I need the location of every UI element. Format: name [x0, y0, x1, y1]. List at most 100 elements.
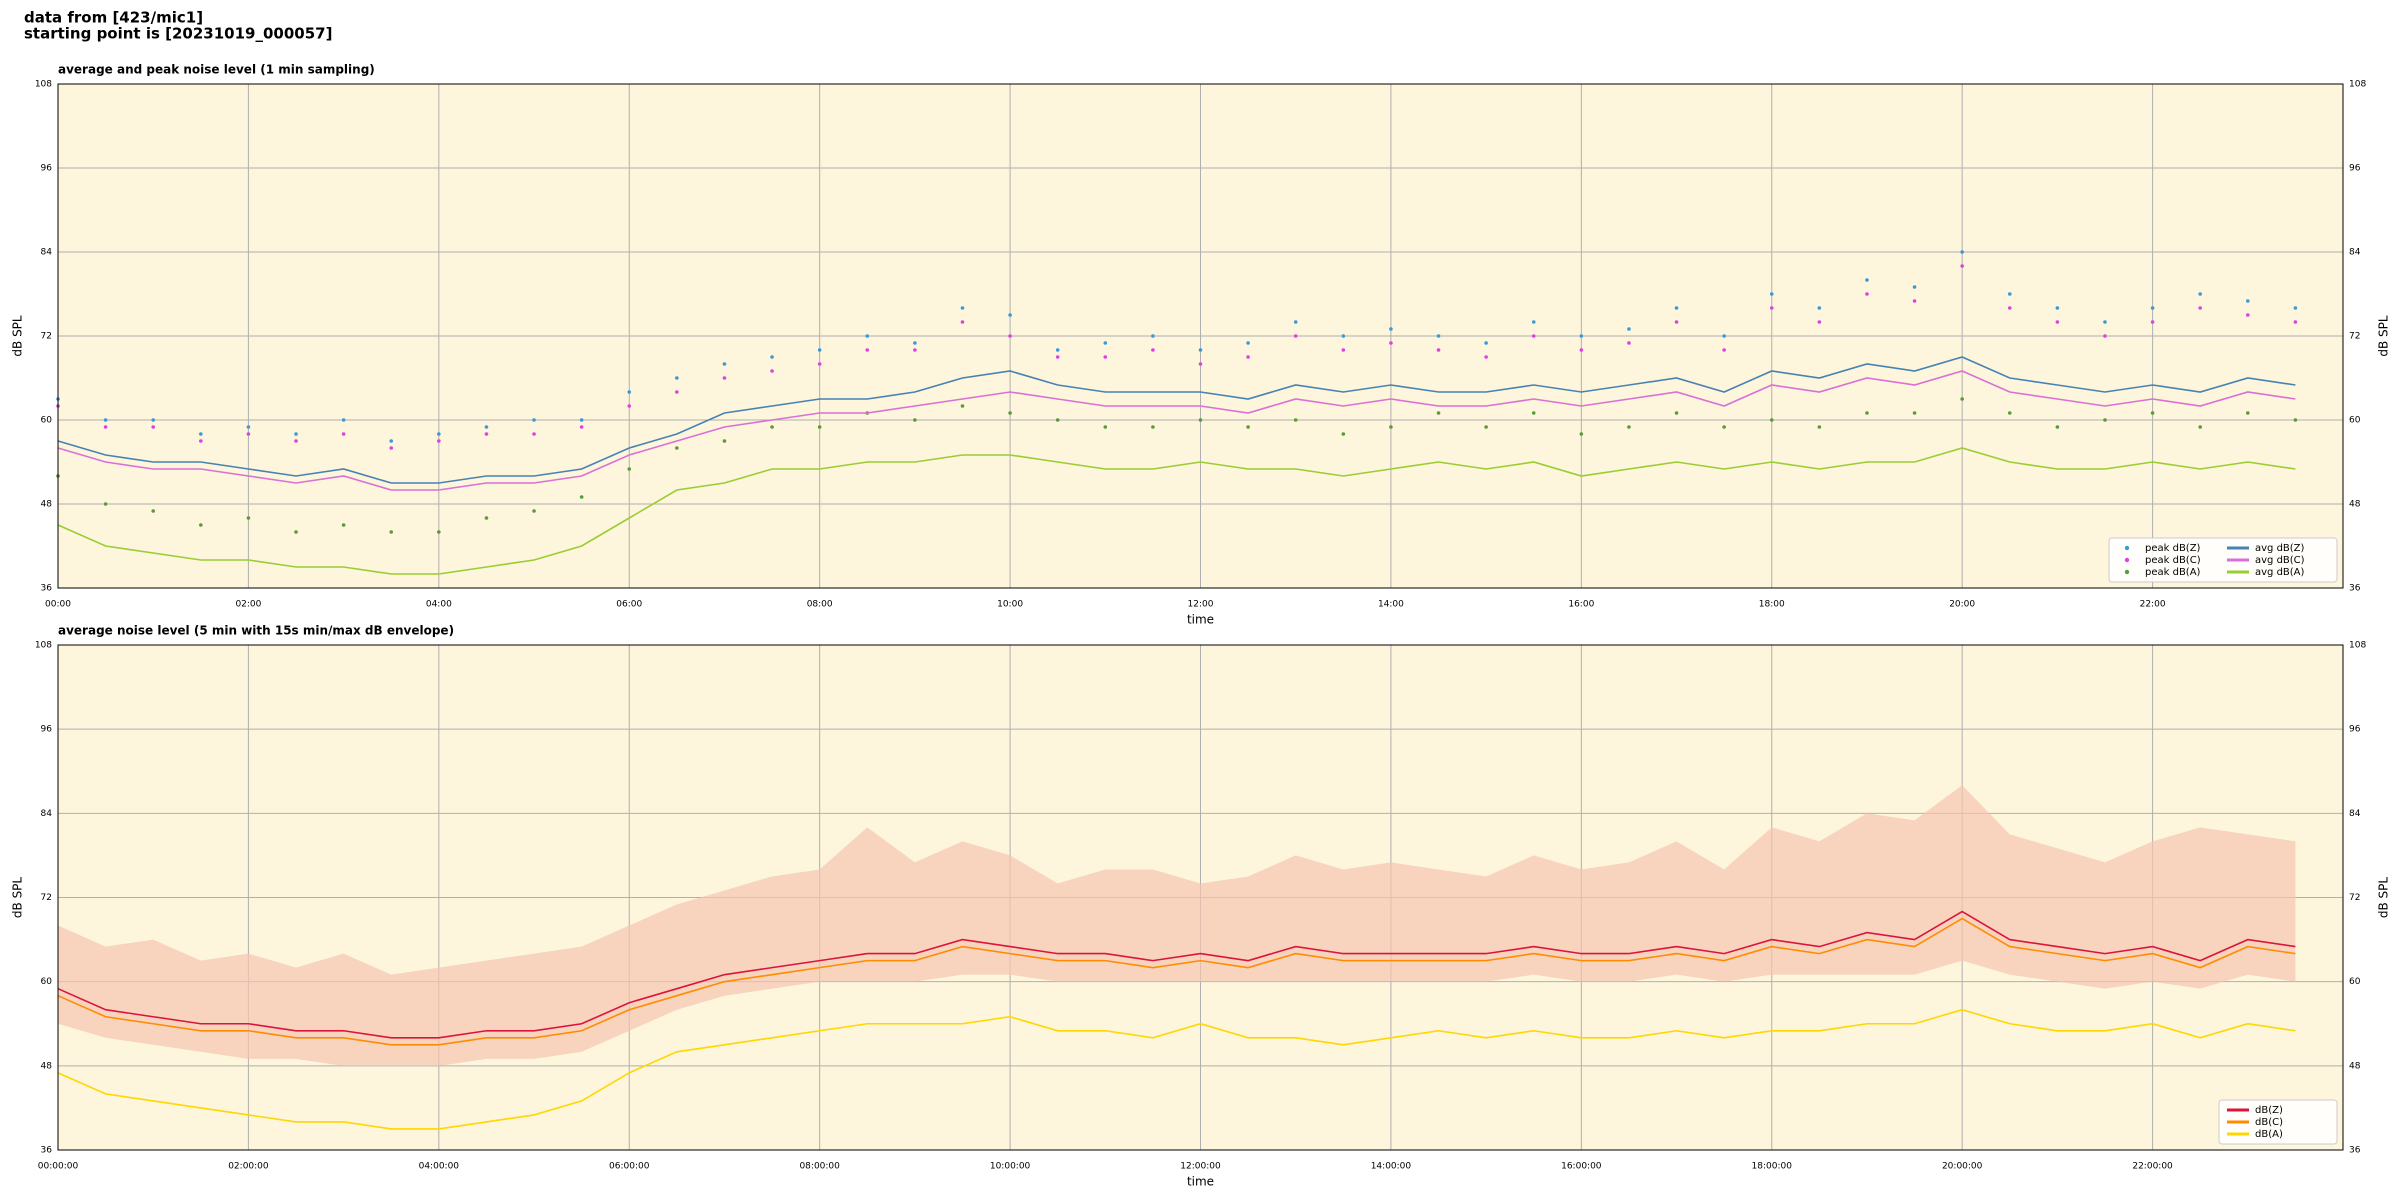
y-tick-label: 84	[41, 248, 53, 258]
peak-point	[1055, 348, 1060, 352]
y2-axis-label: dB SPL	[2377, 877, 2391, 919]
peak-point	[1865, 292, 1869, 296]
peak-point	[627, 467, 632, 471]
peak-point	[1722, 334, 1726, 338]
peak-point	[675, 376, 679, 380]
peak-point	[1817, 425, 1822, 429]
y2-tick-label: 36	[2349, 584, 2361, 594]
legend-label: dB(A)	[2255, 1129, 2283, 1140]
plot-frame	[57, 644, 2344, 1151]
legend-marker	[2124, 569, 2130, 575]
peak-point	[1103, 425, 1108, 429]
peak-point	[2103, 320, 2107, 324]
y2-tick-label: 108	[2349, 641, 2366, 651]
peak-point	[2055, 320, 2060, 324]
peak-point	[1008, 313, 1012, 317]
peak-point	[1055, 355, 1060, 359]
peak-point	[532, 509, 536, 513]
y2-tick-label: 84	[2349, 248, 2361, 258]
peak-point	[1531, 334, 1536, 338]
peak-point	[1246, 341, 1250, 345]
peak-point	[579, 425, 584, 429]
peak-point	[817, 362, 822, 366]
x-tick-label: 02:00	[235, 600, 261, 610]
peak-point	[389, 446, 394, 450]
peak-point	[437, 432, 441, 436]
peak-point	[1246, 425, 1250, 429]
legend-label: peak dB(Z)	[2145, 543, 2201, 554]
series-line	[57, 910, 2296, 1039]
y-tick-label: 48	[41, 500, 53, 510]
peak-point	[2007, 306, 2012, 310]
peak-point	[151, 509, 156, 513]
x-tick-label: 08:00	[807, 600, 833, 610]
peak-point	[341, 418, 346, 422]
y2-tick-label: 84	[2349, 809, 2361, 819]
y2-tick-label: 36	[2349, 1146, 2361, 1156]
x-tick-label: 04:00:00	[419, 1162, 460, 1172]
peak-point	[2055, 306, 2060, 310]
legend-label: dB(C)	[2255, 1117, 2283, 1128]
peak-point	[913, 418, 917, 422]
peak-point	[1008, 334, 1012, 338]
legend-label: dB(Z)	[2255, 1105, 2283, 1116]
peak-point	[1151, 334, 1155, 338]
peak-point	[722, 362, 727, 366]
peak-point	[2198, 425, 2202, 429]
x-tick-label: 12:00	[1188, 600, 1214, 610]
y2-tick-label: 96	[2349, 164, 2361, 174]
peak-point	[246, 432, 251, 436]
peak-point	[2150, 411, 2155, 415]
peak-point	[341, 523, 346, 527]
peak-point	[1531, 320, 1536, 324]
peak-point	[960, 404, 965, 408]
legend-label: avg dB(Z)	[2255, 543, 2305, 554]
peak-point	[1293, 418, 1298, 422]
plot-frame	[57, 83, 2344, 589]
header-line: data from [423/mic1]	[24, 9, 203, 27]
peak-point	[1960, 250, 1964, 254]
peak-point	[960, 306, 965, 310]
y2-tick-label: 48	[2349, 1061, 2361, 1071]
peak-point	[1055, 418, 1060, 422]
peak-point	[1341, 432, 1346, 436]
peak-point	[1674, 320, 1679, 324]
y2-tick-label: 60	[2349, 977, 2361, 987]
peak-point	[151, 418, 156, 422]
peak-point	[1627, 425, 1631, 429]
peak-point	[294, 432, 298, 436]
series-line	[57, 356, 2296, 484]
peak-point	[2245, 299, 2250, 303]
y-tick-label: 108	[35, 641, 52, 651]
series-line	[57, 917, 2296, 1046]
chart-title: average noise level (5 min with 15s min/…	[58, 624, 454, 638]
peak-point	[1389, 341, 1393, 345]
peak-point	[1293, 320, 1298, 324]
peak-point	[865, 348, 870, 352]
peak-point	[1531, 411, 1536, 415]
peak-point	[1389, 327, 1393, 331]
peak-point	[1389, 425, 1393, 429]
peak-point	[817, 348, 822, 352]
peak-point	[1008, 411, 1012, 415]
peak-point	[1341, 348, 1346, 352]
peak-point	[1436, 411, 1441, 415]
peak-point	[817, 425, 822, 429]
peak-point	[294, 530, 298, 534]
legend-label: avg dB(A)	[2255, 567, 2305, 578]
peak-point	[770, 425, 774, 429]
peak-point	[199, 523, 203, 527]
peak-point	[2293, 306, 2298, 310]
x-axis-label: time	[1187, 613, 1214, 627]
peak-point	[770, 369, 774, 373]
peak-point	[1103, 341, 1108, 345]
peak-point	[2293, 320, 2298, 324]
peak-point	[389, 439, 394, 443]
peak-point	[913, 341, 917, 345]
y2-tick-label: 72	[2349, 332, 2360, 342]
x-tick-label: 14:00:00	[1371, 1162, 1412, 1172]
x-tick-label: 12:00:00	[1180, 1162, 1221, 1172]
y2-tick-label: 60	[2349, 416, 2361, 426]
peak-point	[1912, 285, 1917, 289]
